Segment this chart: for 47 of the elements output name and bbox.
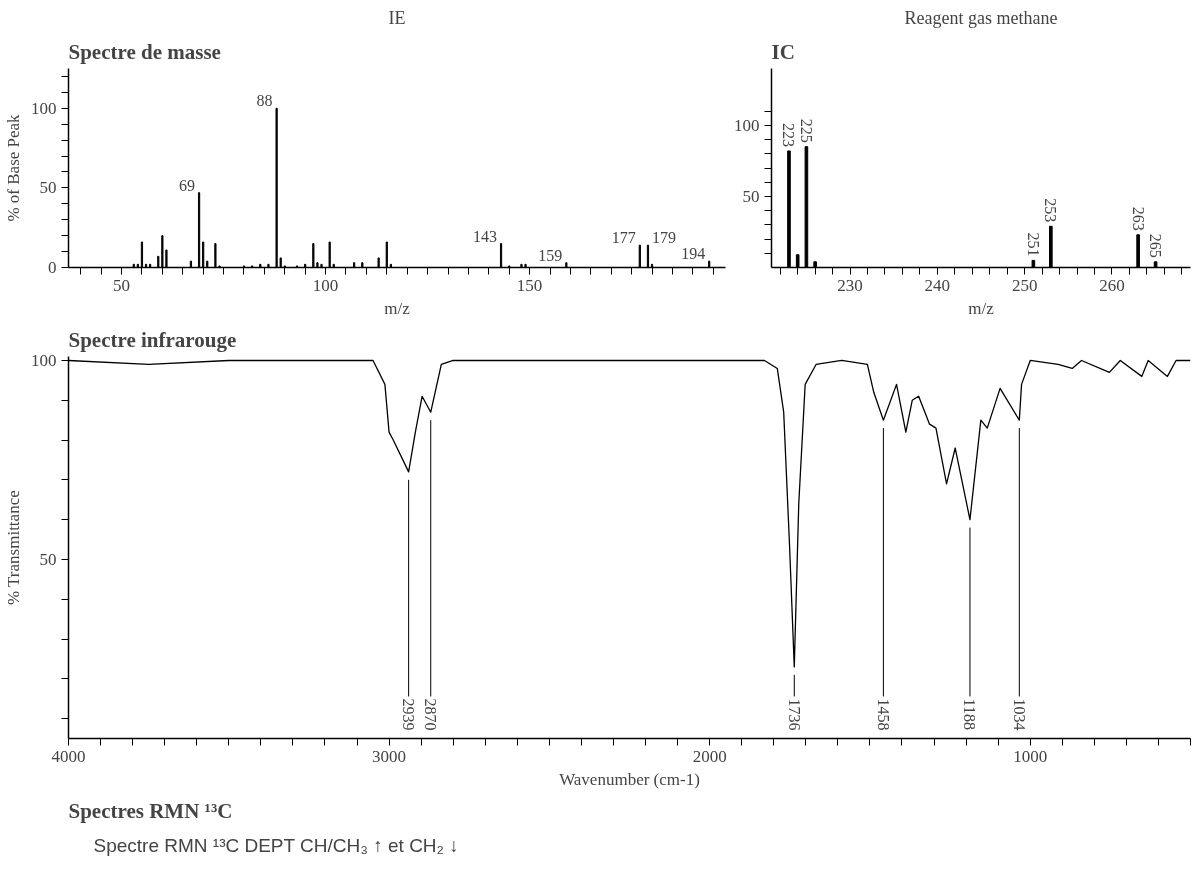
- x-tick-label: 2000: [692, 746, 727, 766]
- x-tick-label: 100: [312, 275, 339, 295]
- annotation: 1736: [785, 698, 803, 731]
- text: 265: [1147, 233, 1165, 258]
- x-tick-label: 230: [837, 275, 863, 295]
- chart-title: Spectre de masse: [68, 39, 221, 64]
- text: Spectre RMN ¹³C DEPT CH/CH₃ ↑ et CH₂ ↓: [93, 834, 459, 856]
- x-axis-title: m/z: [968, 298, 995, 318]
- x-tick-label: 50: [113, 275, 131, 295]
- x-tick-label: 260: [1099, 275, 1125, 295]
- x-tick-label: 250: [1011, 275, 1038, 295]
- annotation: 2939: [400, 698, 418, 731]
- x-tick-label: 1000: [1013, 746, 1048, 766]
- text: 251: [1024, 232, 1042, 257]
- annotation: 1034: [1010, 698, 1028, 731]
- y-tick-label: 50: [39, 178, 57, 198]
- text: 179: [651, 229, 676, 247]
- text: Spectres RMN ¹³C: [68, 798, 233, 823]
- chart-subtitle: Reagent gas methane: [904, 7, 1058, 28]
- x-tick-label: 150: [516, 275, 543, 295]
- text: 263: [1129, 206, 1147, 231]
- x-tick-label: 240: [924, 275, 951, 295]
- text: 223: [780, 122, 798, 147]
- x-tick-label: 4000: [51, 746, 86, 766]
- text: 143: [473, 227, 498, 245]
- y-tick-label: 0: [48, 258, 57, 277]
- annotation: 2870: [422, 698, 440, 731]
- annotation: 1188: [961, 698, 979, 730]
- text: 225: [797, 118, 815, 143]
- x-axis-title: Wavenumber (cm-1): [559, 769, 700, 789]
- text: 88: [256, 92, 273, 110]
- text: 69: [179, 176, 196, 194]
- text: 159: [538, 246, 563, 264]
- y-axis-title: % Transmittance: [4, 490, 23, 606]
- chart-title: IC: [771, 39, 795, 64]
- y-axis-title: % of Base Peak: [4, 113, 23, 222]
- x-axis-title: m/z: [384, 298, 411, 318]
- chart-title: Spectre infrarouge: [68, 327, 237, 352]
- annotation: 1458: [874, 698, 892, 731]
- x-tick-label: 3000: [372, 746, 407, 766]
- text: 194: [681, 245, 706, 263]
- y-tick-label: 100: [31, 98, 57, 118]
- y-tick-label: 50: [39, 549, 57, 569]
- text: 253: [1042, 198, 1060, 223]
- text: 177: [611, 229, 636, 247]
- chart-subtitle: IE: [388, 7, 406, 28]
- y-tick-label: 100: [31, 350, 57, 370]
